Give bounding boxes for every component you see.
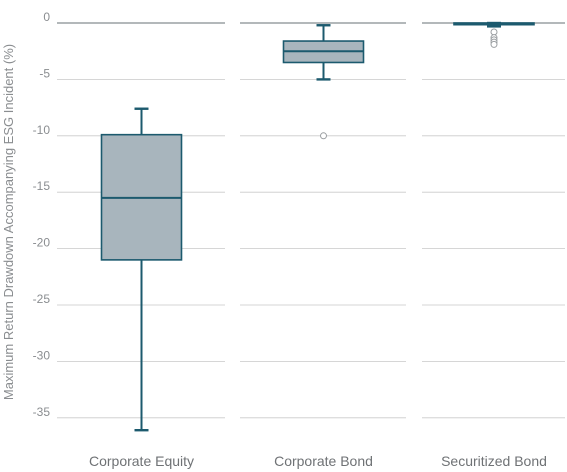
x-category-label: Securitized Bond — [441, 453, 547, 469]
x-category-labels: Corporate Equity Corporate Bond Securitize… — [89, 453, 547, 469]
y-tick-label: -30 — [33, 348, 51, 362]
x-category-label: Corporate Equity — [89, 453, 194, 469]
y-tick-label: 0 — [43, 10, 50, 24]
y-axis-label: Maximum Return Drawdown Accompanying ESG… — [1, 44, 16, 400]
x-category-label: Corporate Bond — [274, 453, 373, 469]
y-tick-label: -5 — [39, 66, 50, 80]
y-tick-label: -25 — [33, 292, 51, 306]
outlier-point — [320, 132, 327, 140]
box-series — [100, 21, 535, 432]
box-corporate-equity — [100, 107, 183, 432]
y-tick-label: -15 — [33, 179, 51, 193]
box-securitized-bond — [453, 21, 535, 48]
y-tick-labels: 0 -5 -10 -15 -20 -25 -30 -35 — [33, 10, 51, 419]
y-tick-label: -35 — [33, 405, 51, 419]
y-tick-label: -20 — [33, 236, 51, 250]
box-corporate-bond — [282, 24, 365, 140]
outlier-point — [490, 40, 498, 48]
y-tick-label: -10 — [33, 123, 51, 137]
outlier-point — [490, 28, 498, 36]
